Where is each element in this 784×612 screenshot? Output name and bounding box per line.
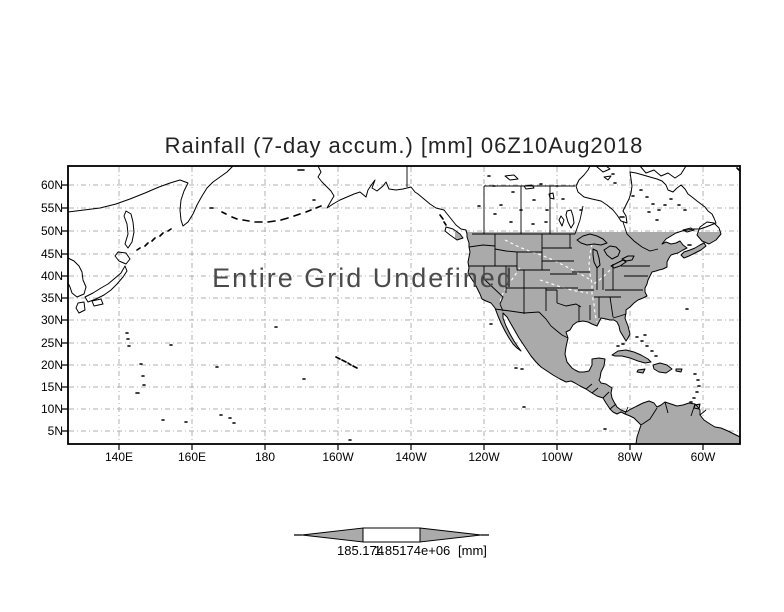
lon-tick-label: 60W <box>690 450 716 464</box>
colorbar-units-label: [mm] <box>458 543 487 558</box>
lat-tick-label: 40N <box>40 269 63 283</box>
lon-tick-label: 140W <box>395 450 427 464</box>
lat-tick-label: 35N <box>40 291 63 305</box>
lat-tick-label: 5N <box>47 424 63 438</box>
lat-tick-label: 45N <box>40 247 63 261</box>
colorbar-box <box>362 527 421 543</box>
rivers-group <box>499 239 611 323</box>
colorbar-right-arrow <box>419 527 482 543</box>
borders-group <box>406 166 707 426</box>
lat-tick-label: 25N <box>40 336 63 350</box>
lakes-group <box>504 174 635 269</box>
islands-group <box>125 167 741 441</box>
colorbar-max-label: 1.85174e+06 <box>374 543 451 558</box>
lat-tick-label: 55N <box>40 201 63 215</box>
lon-tick-label: 140E <box>104 450 134 464</box>
lon-tick-label: 120W <box>468 450 500 464</box>
gridlines-group <box>69 167 739 443</box>
plot-title: Rainfall (7-day accum.) [mm] 06Z10Aug201… <box>164 133 644 158</box>
lon-tick-label: 180 <box>254 450 276 464</box>
colorbar-left-arrow <box>301 527 364 543</box>
lat-tick-label: 10N <box>40 402 63 416</box>
colorbar <box>294 527 489 543</box>
lat-tick-label: 50N <box>40 224 63 238</box>
grid-undefined-annotation: Entire Grid Undefined <box>212 263 514 293</box>
colorbar-min-label: 185.174 <box>337 543 384 558</box>
lon-tick-label: 80W <box>617 450 643 464</box>
lat-tick-label: 20N <box>40 358 63 372</box>
lon-tick-label: 160W <box>322 450 354 464</box>
map-frame <box>62 165 741 450</box>
lat-tick-label: 30N <box>40 313 63 327</box>
lon-tick-label: 100W <box>541 450 573 464</box>
lon-tick-label: 160E <box>177 450 207 464</box>
lat-tick-label: 60N <box>40 178 63 192</box>
lat-tick-label: 15N <box>40 380 63 394</box>
